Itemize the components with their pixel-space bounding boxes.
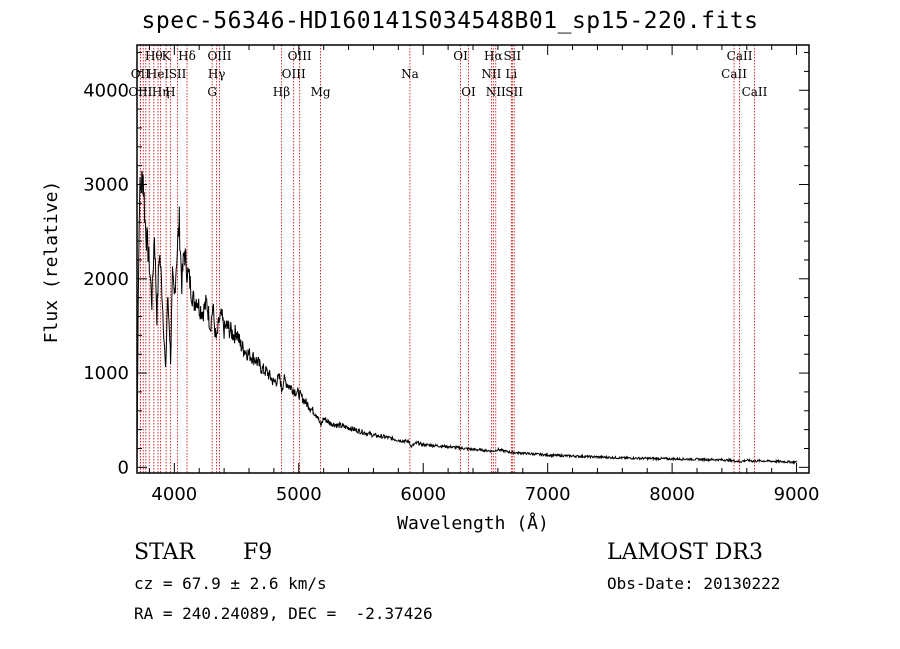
line-label-23: Hα (484, 49, 503, 63)
line-label-12: G (207, 85, 217, 99)
x-tick-label-9000: 9000 (774, 484, 820, 505)
line-label-10: SII (169, 67, 187, 81)
line-label-15: Hβ (273, 85, 290, 99)
line-label-7: Hη (152, 85, 170, 99)
y-tick-label-0: 0 (118, 457, 129, 478)
y-tick-label-1000: 1000 (83, 363, 129, 384)
redshift-cz: cz = 67.9 ± 2.6 km/s (134, 574, 327, 593)
y-axis-label: Flux (relative) (41, 181, 62, 344)
object-class: STAR (134, 540, 195, 565)
line-label-1: OIII (128, 85, 152, 99)
line-label-9: H (165, 85, 175, 99)
coordinates: RA = 240.24089, DEC = -2.37426 (134, 604, 433, 623)
observation-date: Obs-Date: 20130222 (607, 574, 781, 593)
line-label-22: NII (481, 67, 501, 81)
survey-name: LAMOST DR3 (607, 540, 763, 565)
x-tick-label-6000: 6000 (400, 484, 446, 505)
x-tick-label-4000: 4000 (151, 484, 197, 505)
line-label-6: HeI (147, 67, 170, 81)
line-label-29: CaII (727, 49, 753, 63)
line-label-24: NII (486, 85, 506, 99)
line-label-21: OI (461, 85, 476, 99)
plot-frame (136, 44, 810, 474)
chart-title: spec-56346-HD160141S034548B01_sp15-220.f… (141, 8, 759, 34)
axis-ticks (137, 45, 809, 473)
axis-tick-labels: 4000 5000 6000 7000 8000 9000 0 1000 2000 3000 400… (83, 80, 819, 505)
spectral-line-labels: OII OIII Hθ HeI Hη K H SII Hδ G Hγ OIII Hβ OIII OIII Mg… (128, 49, 767, 99)
spectrum-series-line (136, 170, 798, 468)
line-label-17: OIII (288, 49, 312, 63)
line-label-13: Hγ (208, 67, 226, 81)
line-label-30: CaII (742, 85, 768, 99)
x-tick-label-7000: 7000 (525, 484, 571, 505)
line-label-5: Hθ (145, 49, 163, 63)
line-label-11: Hδ (178, 49, 196, 63)
line-label-19: Na (401, 67, 419, 81)
line-label-27: SII (505, 85, 523, 99)
x-tick-label-5000: 5000 (276, 484, 322, 505)
line-label-26: SII (503, 49, 521, 63)
x-axis-label: Wavelength (Å) (397, 512, 549, 534)
y-tick-label-4000: 4000 (83, 80, 129, 101)
line-label-16: OIII (282, 67, 306, 81)
line-label-20: OI (453, 49, 468, 63)
line-label-28: CaII (721, 67, 747, 81)
line-label-8: K (162, 49, 172, 63)
spectral-line-markers (139, 45, 755, 473)
line-label-25: Li (505, 67, 517, 81)
line-label-14: OIII (207, 49, 231, 63)
y-tick-label-2000: 2000 (83, 269, 129, 290)
line-label-0: OII (131, 67, 151, 81)
line-label-18: Mg (311, 85, 331, 99)
y-tick-label-3000: 3000 (83, 175, 129, 196)
x-tick-label-8000: 8000 (649, 484, 695, 505)
spectral-subclass: F9 (243, 540, 273, 565)
